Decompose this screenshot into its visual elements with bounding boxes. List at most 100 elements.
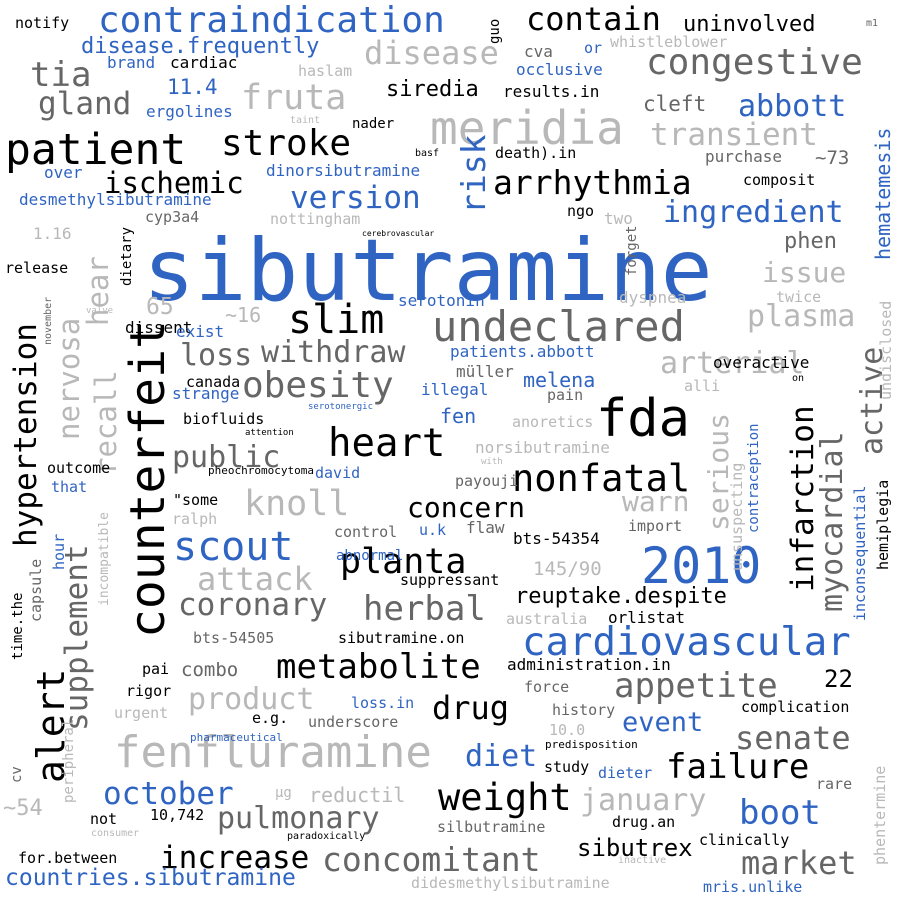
word: boot <box>739 793 821 833</box>
word: sibutrex <box>577 834 693 862</box>
word: pain <box>547 386 584 404</box>
word: patients.abbott <box>450 342 595 361</box>
word: product <box>188 682 315 717</box>
word: nader <box>352 116 395 132</box>
word: counterfeit <box>120 320 176 638</box>
word: canada <box>186 373 241 391</box>
word: disease.frequently <box>81 34 320 59</box>
word: 145/90 <box>533 558 602 580</box>
word: strange <box>172 384 240 403</box>
word: suppressant <box>400 571 500 589</box>
word: abnormal <box>336 548 404 564</box>
word: phentermine <box>871 765 889 865</box>
word: cleft <box>643 92 707 116</box>
word: on <box>792 373 805 384</box>
word: orlistat <box>608 608 686 627</box>
word: heart <box>328 421 446 466</box>
word: dinorsibutramine <box>266 161 421 180</box>
word: reductil <box>309 783 406 807</box>
word: 22 <box>824 665 853 693</box>
word: desmethylsibutramine <box>19 190 212 209</box>
word: november <box>43 296 54 345</box>
word: sibutramine <box>143 221 713 321</box>
word: pharmaceutical <box>190 731 283 744</box>
word: dissent <box>125 318 193 337</box>
word: combo <box>181 659 239 681</box>
word: that <box>51 478 88 496</box>
word: david <box>315 464 361 482</box>
word: drug.an <box>612 813 676 831</box>
word: cv <box>9 766 25 783</box>
word: tia <box>30 55 92 95</box>
word: obesity <box>242 365 394 406</box>
word: dietary <box>119 226 135 286</box>
word: january <box>580 783 707 818</box>
word: haslam <box>298 62 353 80</box>
word: gland <box>38 86 132 122</box>
word: nottingham <box>270 210 361 228</box>
word: coronary <box>178 587 328 623</box>
word: "some <box>173 491 219 509</box>
word: failure <box>666 747 810 787</box>
word: norsibutramine <box>475 438 610 457</box>
word: valve <box>86 306 114 316</box>
word: guo <box>487 18 503 44</box>
word: diet <box>465 739 538 774</box>
word: fda <box>596 389 690 449</box>
word: planta <box>340 542 467 582</box>
word: brand <box>107 53 156 72</box>
word: undeclared <box>432 302 685 351</box>
word: µg <box>275 785 292 801</box>
word: fruta <box>241 78 347 118</box>
word: control <box>334 523 398 541</box>
word: concern <box>407 491 526 524</box>
word: disease <box>364 34 499 72</box>
word: hemiplegia <box>874 479 892 570</box>
word: australia <box>506 610 588 628</box>
word: arrhythmia <box>493 163 692 202</box>
word: ~16 <box>225 303 262 327</box>
word: cardiovascular <box>522 620 851 665</box>
word: ergolines <box>146 102 233 121</box>
word: for.between <box>18 849 118 867</box>
word: administration.in <box>507 655 671 674</box>
word: forget <box>624 225 640 276</box>
word: time.the <box>10 592 26 660</box>
word: urgent <box>114 704 169 722</box>
word: meridia <box>430 101 624 155</box>
word: inactive <box>618 855 667 866</box>
word: fenfluramine <box>114 727 432 778</box>
word: plasma <box>747 299 856 334</box>
word: market <box>741 844 857 882</box>
word: pheochromocytoma <box>208 464 314 477</box>
word: purchase <box>705 147 783 166</box>
word: transient <box>650 117 818 153</box>
word: alli <box>684 377 721 395</box>
word: hematemesis <box>871 127 895 260</box>
word: didesmethylsibutramine <box>411 874 610 892</box>
word: composit <box>743 171 816 189</box>
word: ngo <box>567 202 595 220</box>
word: cyp3a4 <box>145 208 200 226</box>
word: outcome <box>47 459 111 477</box>
word: metabolite <box>276 647 481 687</box>
word: weight <box>438 776 572 819</box>
word: underscore <box>308 713 399 731</box>
word: results.in <box>503 82 600 101</box>
word: scout <box>173 524 294 570</box>
word: illegal <box>421 380 489 399</box>
word: cva <box>524 42 553 61</box>
word: uninvolved <box>683 12 816 37</box>
word: over <box>44 163 83 182</box>
word: 65 <box>146 294 174 320</box>
word: whistleblower <box>610 33 728 51</box>
word: notify <box>15 14 70 32</box>
word: paradoxically <box>287 831 366 842</box>
word: basf <box>415 148 440 159</box>
word: flaw <box>466 518 505 537</box>
word: 11.4 <box>167 75 218 99</box>
word: abbott <box>738 89 847 124</box>
word: nervosa <box>52 317 86 440</box>
word: withdraw <box>261 335 406 370</box>
word: anoretics <box>512 413 594 431</box>
